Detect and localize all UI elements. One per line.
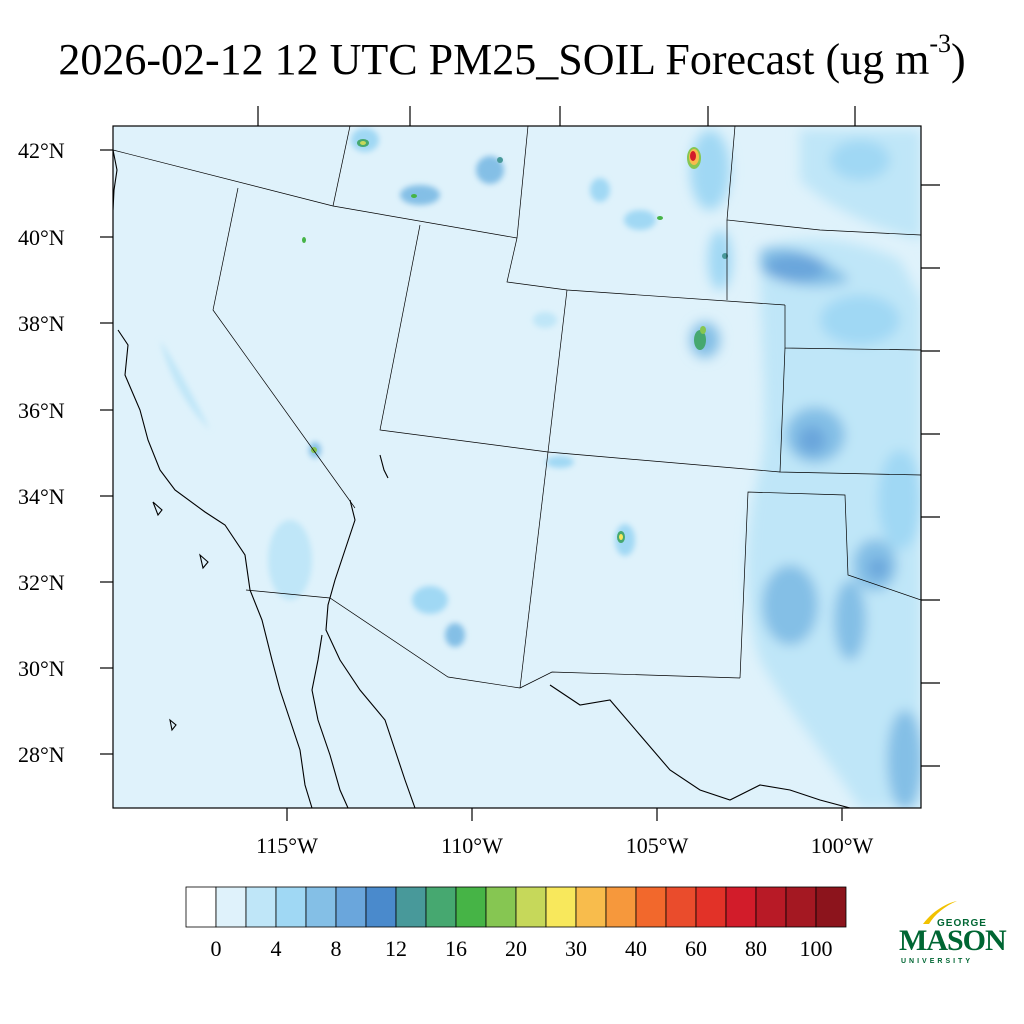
lon-label-115w: 115°W <box>256 833 318 858</box>
lon-label-100w: 100°W <box>810 833 874 858</box>
colorbar-label-12: 12 <box>385 936 407 961</box>
hotspot-idaho <box>357 139 369 147</box>
colorbar-label-20: 20 <box>505 936 527 961</box>
logo-swoosh-icon <box>923 901 957 924</box>
map-frame <box>100 106 940 821</box>
colorbar-swatch <box>185 886 217 928</box>
colorbar-swatch <box>575 886 607 928</box>
coastline <box>113 149 851 808</box>
lat-label-42: 42°N <box>18 138 65 163</box>
colorbar-swatch <box>635 886 667 928</box>
western-patches <box>160 128 656 647</box>
colorbar-swatch <box>365 886 397 928</box>
lat-label-28: 28°N <box>18 742 65 767</box>
lat-label-36: 36°N <box>18 398 65 423</box>
colorbar-swatch <box>245 886 277 928</box>
hotspot-wyoming <box>687 147 701 169</box>
colorbar-label-4: 4 <box>270 936 282 961</box>
colorbar-swatch <box>665 886 697 928</box>
colorbar-swatch <box>455 886 487 928</box>
boundaries <box>113 126 921 808</box>
lon-label-110w: 110°W <box>441 833 503 858</box>
state-borders <box>113 126 921 689</box>
colorbar-swatch <box>485 886 517 928</box>
tick-marks <box>100 106 940 821</box>
lat-label-40: 40°N <box>18 225 65 250</box>
colorbar-label-0: 0 <box>210 936 222 961</box>
colorbar-swatch <box>545 886 577 928</box>
colorbar-swatch <box>335 886 367 928</box>
colorbar-swatch <box>815 886 847 928</box>
colorbar-swatch <box>515 886 547 928</box>
title-text: 2026-02-12 12 UTC PM25_SOIL Forecast (ug… <box>58 35 930 84</box>
colorbar-swatch <box>755 886 787 928</box>
colorbar-label-80: 80 <box>745 936 767 961</box>
colorbar-swatch <box>275 886 307 928</box>
colorbar-swatch <box>395 886 427 928</box>
colorbar-label-40: 40 <box>625 936 647 961</box>
colorbar-label-100: 100 <box>799 936 833 961</box>
logo-university: UNIVERSITY <box>901 958 974 965</box>
colorbar-label-60: 60 <box>685 936 707 961</box>
logo-george: GEORGE <box>937 918 987 929</box>
gmu-logo: GEORGE MASON UNIVERSITY <box>895 898 1007 970</box>
colorbar <box>185 886 847 928</box>
logo-mason: MASON <box>899 924 1007 957</box>
colorbar-swatch <box>215 886 247 928</box>
title-superscript: -3 <box>929 29 951 58</box>
colorbar-swatch <box>305 886 337 928</box>
colorbar-label-30: 30 <box>565 936 587 961</box>
colorbar-swatch <box>785 886 817 928</box>
lat-label-32: 32°N <box>18 570 65 595</box>
colorbar-swatch <box>725 886 757 928</box>
map-title: 2026-02-12 12 UTC PM25_SOIL Forecast (ug… <box>0 28 1024 92</box>
colorbar-swatch <box>605 886 637 928</box>
title-close: ) <box>951 35 966 84</box>
colorbar-swatch <box>425 886 457 928</box>
plains-plume <box>690 130 921 808</box>
colorbar-label-8: 8 <box>330 936 342 961</box>
lat-label-30: 30°N <box>18 656 65 681</box>
lat-label-38: 38°N <box>18 311 65 336</box>
pm25-field <box>160 128 921 808</box>
hotspot-colorado <box>694 326 706 350</box>
map-border <box>112 125 922 809</box>
lat-label-34: 34°N <box>18 484 65 509</box>
colorbar-label-16: 16 <box>445 936 467 961</box>
colorbar-swatch <box>695 886 727 928</box>
lon-label-105w: 105°W <box>625 833 689 858</box>
hotspot-newmexico <box>617 531 625 543</box>
